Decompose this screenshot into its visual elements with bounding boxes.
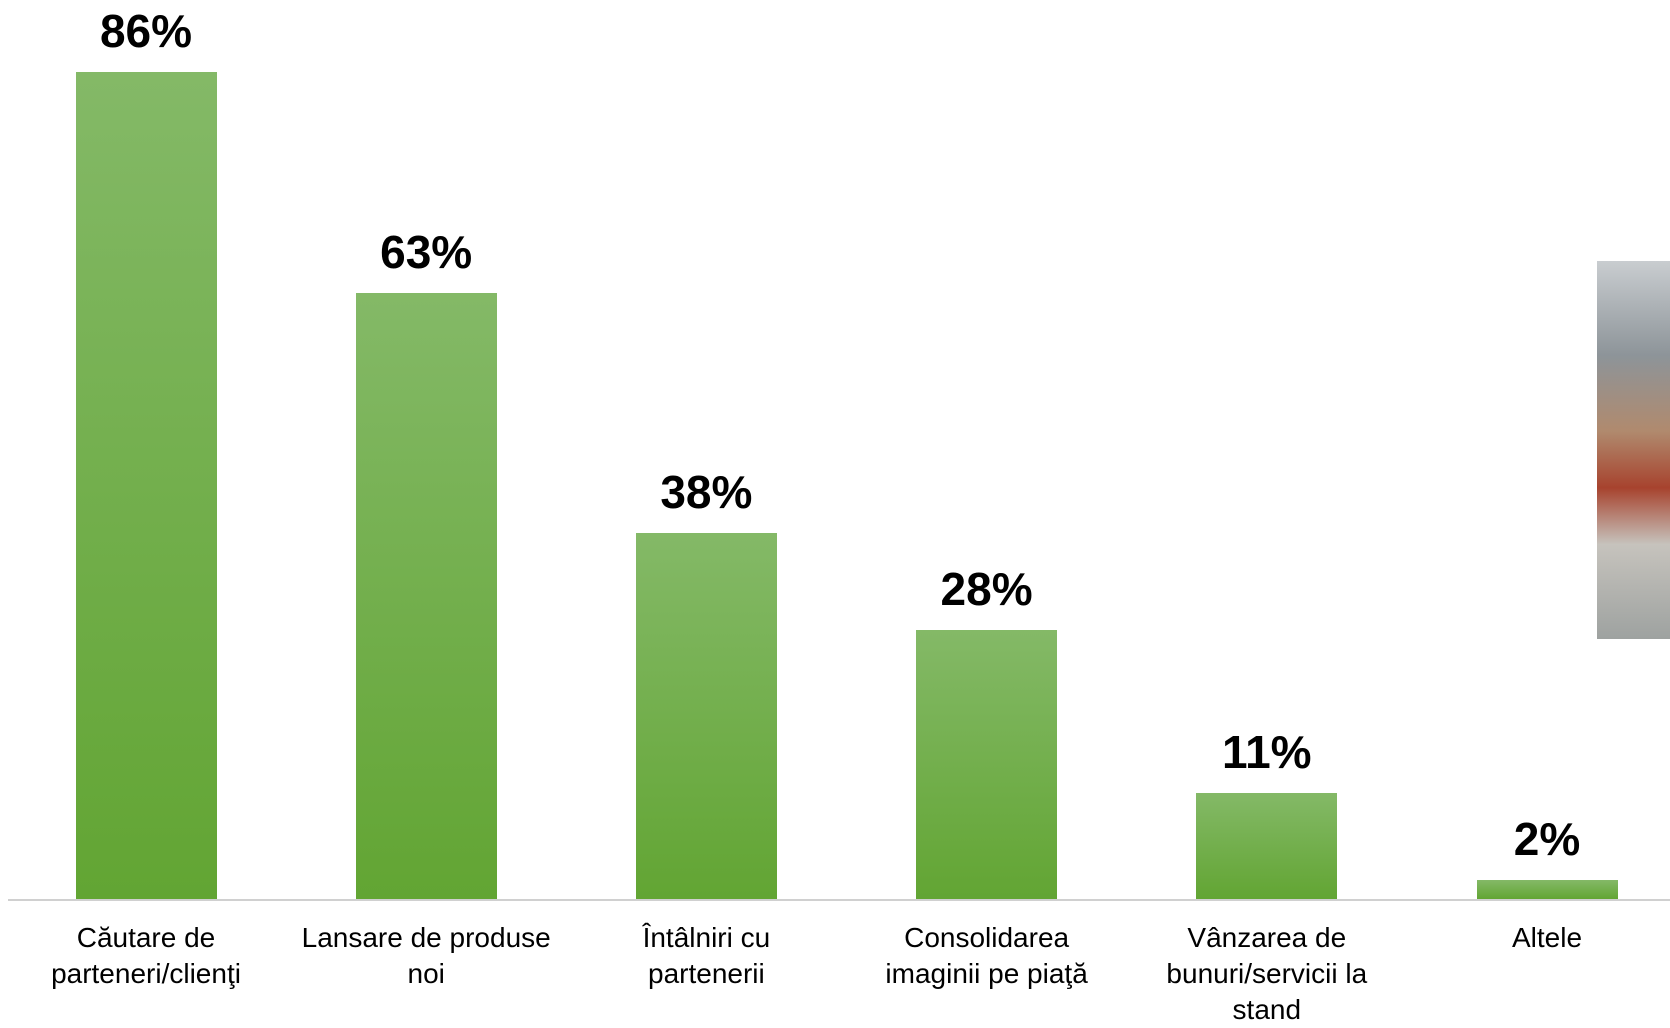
value-label: 28% [867,564,1107,614]
page: {"chart_data": {"type": "bar", "categori… [0,0,1670,1027]
chart: 86% Căutare de parteneri/clienţi 63% Lansar… [0,0,1670,1027]
bar [1477,880,1618,899]
bar [356,293,497,899]
value-label: 63% [306,227,546,277]
bar [636,533,777,899]
x-tick-label: Vânzarea de bunuri/servicii la stand [1142,920,1392,1028]
bar [916,630,1057,899]
bar [1196,793,1337,899]
x-tick-label: Căutare de parteneri/clienţi [21,920,271,992]
x-tick-label: Lansare de produse noi [301,920,551,992]
value-label: 11% [1147,727,1387,777]
photo [1597,261,1670,639]
value-label: 38% [586,467,826,517]
value-label: 86% [26,6,266,56]
x-tick-label: Consolidarea imaginii pe piaţă [862,920,1112,992]
x-tick-label: Altele [1422,920,1670,956]
bar [76,72,217,899]
axis-line [8,899,1670,901]
x-tick-label: Întâlniri cu partenerii [581,920,831,992]
value-label: 2% [1427,814,1667,864]
